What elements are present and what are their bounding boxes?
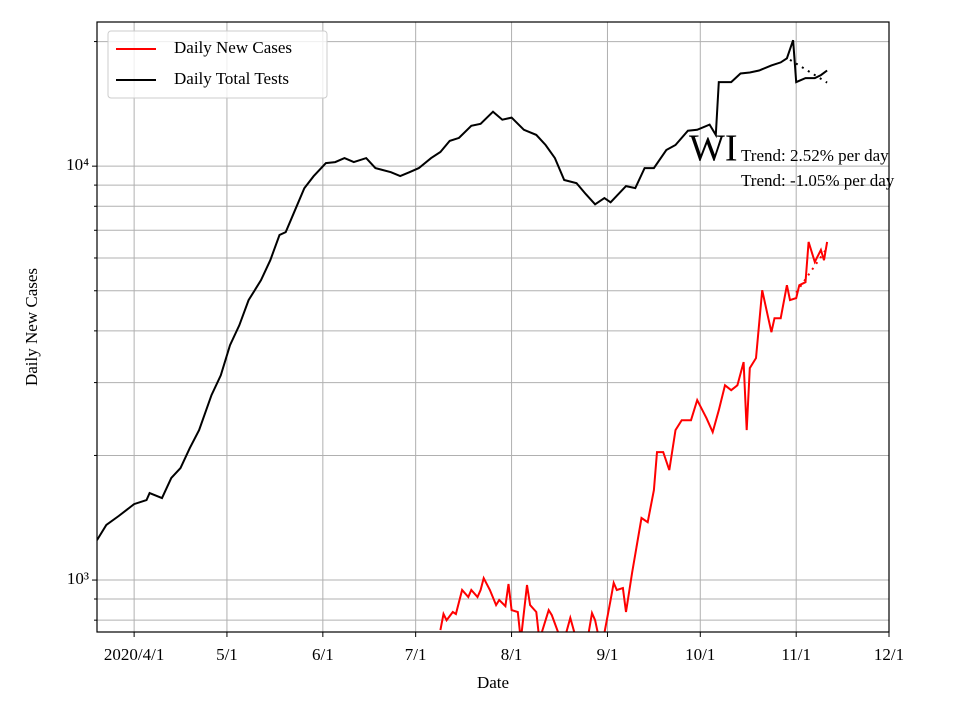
data-line: [439, 241, 829, 632]
legend-label: Daily Total Tests: [174, 69, 289, 88]
y-tick-label: 10³: [67, 569, 89, 588]
y-tick-label: 10⁴: [66, 155, 89, 174]
x-tick-label: 11/1: [781, 645, 811, 664]
x-tick-label: 12/1: [874, 645, 904, 664]
x-tick-label: 9/1: [597, 645, 619, 664]
annotation: Trend: 2.52% per day: [741, 146, 889, 165]
plot-frame: [96, 21, 890, 633]
legend-box: [107, 30, 328, 99]
plot-area: [97, 39, 829, 632]
trend-line: [789, 58, 828, 84]
x-tick-label: 10/1: [685, 645, 715, 664]
annotation: WI: [689, 128, 738, 170]
x-tick-label: 7/1: [405, 645, 427, 664]
x-tick-label: 2020/4/1: [104, 645, 164, 664]
x-tick-label: 5/1: [216, 645, 238, 664]
x-axis-label: Date: [477, 673, 509, 692]
legend-label: Daily New Cases: [174, 38, 292, 57]
data-line: [97, 39, 828, 541]
x-tick-label: 8/1: [501, 645, 523, 664]
x-tick-label: 6/1: [312, 645, 334, 664]
y-axis-label: Daily New Cases: [22, 268, 41, 386]
annotation: Trend: -1.05% per day: [741, 171, 895, 190]
